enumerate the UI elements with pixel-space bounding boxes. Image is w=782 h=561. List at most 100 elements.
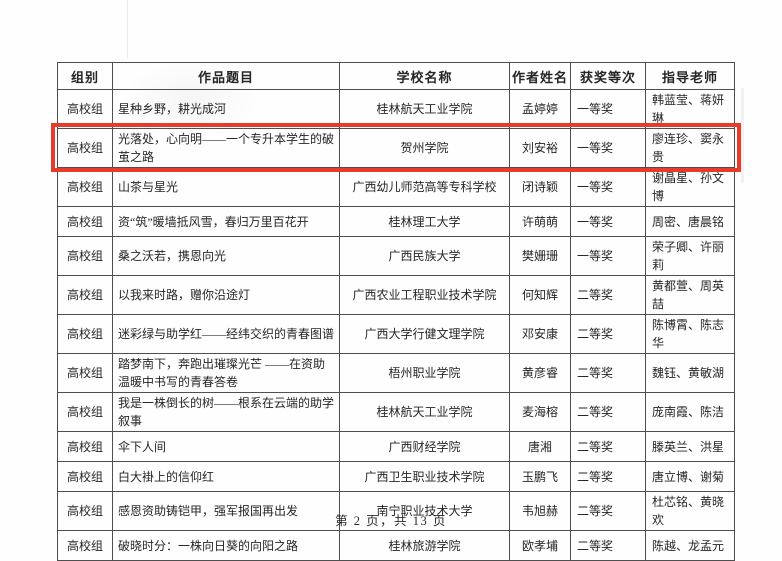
teachers-cell: 杜芯铭、黄晓欢 bbox=[645, 491, 735, 531]
table-row: 高校组 桑之沃若，携恩向光 广西民族大学 樊姗珊 一等奖 荣子卿、许丽莉 bbox=[57, 236, 735, 276]
school-cell: 广西农业工程职业技术学院 bbox=[339, 275, 510, 315]
author-cell: 孟婷婷 bbox=[509, 89, 571, 129]
title-cell: 白大褂上的信仰红 bbox=[112, 461, 340, 492]
author-cell: 何知辉 bbox=[509, 275, 571, 315]
author-cell: 唐湘 bbox=[509, 431, 571, 462]
column-header-teachers: 指导老师 bbox=[645, 62, 735, 90]
title-cell: 踏梦南下，奔跑出璀璨光芒 ——在资助温暖中书写的青春答卷 bbox=[112, 353, 340, 393]
group-cell: 高校组 bbox=[57, 392, 113, 432]
title-cell: 破晓时分：一株向日葵的向阳之路 bbox=[112, 530, 340, 561]
title-cell: 以我来时路，赠你沿途灯 bbox=[112, 275, 340, 315]
school-cell: 广西民族大学 bbox=[339, 236, 510, 276]
school-cell: 南宁职业技术大学 bbox=[339, 491, 510, 531]
title-cell: 山茶与星光 bbox=[112, 167, 340, 207]
scan-fold-line bbox=[127, 0, 128, 58]
award-cell: 一等奖 bbox=[570, 128, 646, 168]
table-row: 高校组 资“筑”暖墙抵风雪，春归万里百花开 桂林理工大学 许萌萌 一等奖 周密、唐晨铭 bbox=[57, 206, 735, 237]
column-header-title: 作品题目 bbox=[112, 62, 340, 90]
table-row: 高校组 白大褂上的信仰红 广西卫生职业技术学院 玉鹏飞 二等奖 唐立博、谢菊 bbox=[57, 461, 735, 492]
award-cell: 二等奖 bbox=[570, 314, 646, 354]
group-cell: 高校组 bbox=[57, 353, 113, 393]
table-row: 高校组 破晓时分：一株向日葵的向阳之路 桂林旅游学院 欧孝埔 二等奖 陈越、龙孟元 bbox=[57, 530, 735, 561]
teachers-cell: 陈博霄、陈志华 bbox=[645, 314, 735, 354]
title-cell: 感恩资助铸铠甲，强军报国再出发 bbox=[112, 491, 340, 531]
scan-streak bbox=[741, 88, 744, 183]
author-cell: 许萌萌 bbox=[509, 206, 571, 237]
teachers-cell: 韩蓝莹、蒋妍琳 bbox=[645, 89, 735, 129]
award-cell: 一等奖 bbox=[570, 236, 646, 276]
school-cell: 贺州学院 bbox=[339, 128, 510, 168]
title-cell: 资“筑”暖墙抵风雪，春归万里百花开 bbox=[112, 206, 340, 237]
school-cell: 桂林旅游学院 bbox=[339, 530, 510, 561]
teachers-cell: 廖连珍、窦永贵 bbox=[645, 128, 735, 168]
page-footer: 第 2 页，共 13 页 bbox=[335, 514, 447, 528]
table-header-row: 组别 作品题目 学校名称 作者姓名 获奖等次 指导老师 bbox=[57, 62, 735, 90]
table-row: 高校组 踏梦南下，奔跑出璀璨光芒 ——在资助温暖中书写的青春答卷 梧州职业学院 黄彦睿… bbox=[57, 353, 735, 393]
title-cell: 迷彩绿与助学红——经纬交织的青春图谱 bbox=[112, 314, 340, 354]
group-cell: 高校组 bbox=[57, 530, 113, 561]
column-header-group: 组别 bbox=[57, 62, 113, 90]
teachers-cell: 陈越、龙孟元 bbox=[645, 530, 735, 561]
group-cell: 高校组 bbox=[57, 491, 113, 531]
table-row: 高校组 山茶与星光 广西幼儿师范高等专科学校 闭诗颖 一等奖 谢晶星、孙文博 bbox=[57, 167, 735, 207]
table-body: 高校组 星种乡野，耕光成河 桂林航天工业学院 孟婷婷 一等奖 韩蓝莹、蒋妍琳 高校组 光落处，… bbox=[57, 89, 735, 561]
school-cell: 桂林航天工业学院 bbox=[339, 392, 510, 432]
group-cell: 高校组 bbox=[57, 275, 113, 315]
title-cell: 伞下人间 bbox=[112, 431, 340, 462]
table-header: 组别 作品题目 学校名称 作者姓名 获奖等次 指导老师 bbox=[57, 62, 735, 90]
author-cell: 黄彦睿 bbox=[509, 353, 571, 393]
title-cell: 我是一株倒长的树——根系在云端的助学叙事 bbox=[112, 392, 340, 432]
author-cell: 邓安康 bbox=[509, 314, 571, 354]
author-cell: 闭诗颖 bbox=[509, 167, 571, 207]
table-row: 高校组 以我来时路，赠你沿途灯 广西农业工程职业技术学院 何知辉 二等奖 黄都萱、周英喆 bbox=[57, 275, 735, 315]
title-cell: 光落处，心向明——一个专升本学生的破茧之路 bbox=[112, 128, 340, 168]
award-cell: 二等奖 bbox=[570, 431, 646, 462]
award-cell: 二等奖 bbox=[570, 275, 646, 315]
table-row: 高校组 感恩资助铸铠甲，强军报国再出发 南宁职业技术大学 韦旭赫 二等奖 杜芯铭、黄晓欢 bbox=[57, 491, 735, 531]
teachers-cell: 荣子卿、许丽莉 bbox=[645, 236, 735, 276]
school-cell: 广西财经学院 bbox=[339, 431, 510, 462]
teachers-cell: 周密、唐晨铭 bbox=[645, 206, 735, 237]
author-cell: 欧孝埔 bbox=[509, 530, 571, 561]
group-cell: 高校组 bbox=[57, 89, 113, 129]
award-cell: 一等奖 bbox=[570, 206, 646, 237]
group-cell: 高校组 bbox=[57, 314, 113, 354]
teachers-cell: 唐立博、谢菊 bbox=[645, 461, 735, 492]
school-cell: 桂林航天工业学院 bbox=[339, 89, 510, 129]
title-cell: 星种乡野，耕光成河 bbox=[112, 89, 340, 129]
award-cell: 二等奖 bbox=[570, 491, 646, 531]
award-cell: 一等奖 bbox=[570, 89, 646, 129]
teachers-cell: 滕英兰、洪星 bbox=[645, 431, 735, 462]
award-table: 组别 作品题目 学校名称 作者姓名 获奖等次 指导老师 高校组 星种乡野，耕光成河 桂林航天工… bbox=[57, 62, 735, 561]
table-row: 高校组 伞下人间 广西财经学院 唐湘 二等奖 滕英兰、洪星 bbox=[57, 431, 735, 462]
author-cell: 刘安裕 bbox=[509, 128, 571, 168]
school-cell: 梧州职业学院 bbox=[339, 353, 510, 393]
group-cell: 高校组 bbox=[57, 461, 113, 492]
table-row: 高校组 我是一株倒长的树——根系在云端的助学叙事 桂林航天工业学院 麦海榕 二等奖 庞南霞… bbox=[57, 392, 735, 432]
group-cell: 高校组 bbox=[57, 128, 113, 168]
school-cell: 桂林理工大学 bbox=[339, 206, 510, 237]
school-cell: 广西大学行健文理学院 bbox=[339, 314, 510, 354]
column-header-school: 学校名称 bbox=[339, 62, 510, 90]
award-cell: 二等奖 bbox=[570, 353, 646, 393]
author-cell: 麦海榕 bbox=[509, 392, 571, 432]
group-cell: 高校组 bbox=[57, 236, 113, 276]
teachers-cell: 谢晶星、孙文博 bbox=[645, 167, 735, 207]
teachers-cell: 庞南霞、陈洁 bbox=[645, 392, 735, 432]
award-cell: 二等奖 bbox=[570, 530, 646, 561]
group-cell: 高校组 bbox=[57, 206, 113, 237]
teachers-cell: 魏钰、黄敏湖 bbox=[645, 353, 735, 393]
title-cell: 桑之沃若，携恩向光 bbox=[112, 236, 340, 276]
school-cell: 广西卫生职业技术学院 bbox=[339, 461, 510, 492]
group-cell: 高校组 bbox=[57, 431, 113, 462]
school-cell: 广西幼儿师范高等专科学校 bbox=[339, 167, 510, 207]
author-cell: 玉鹏飞 bbox=[509, 461, 571, 492]
table-row: 高校组 迷彩绿与助学红——经纬交织的青春图谱 广西大学行健文理学院 邓安康 二等奖 陈博霄… bbox=[57, 314, 735, 354]
award-cell: 二等奖 bbox=[570, 461, 646, 492]
column-header-award: 获奖等次 bbox=[570, 62, 646, 90]
teachers-cell: 黄都萱、周英喆 bbox=[645, 275, 735, 315]
author-cell: 樊姗珊 bbox=[509, 236, 571, 276]
column-header-author: 作者姓名 bbox=[509, 62, 571, 90]
table-row: 高校组 星种乡野，耕光成河 桂林航天工业学院 孟婷婷 一等奖 韩蓝莹、蒋妍琳 bbox=[57, 89, 735, 129]
